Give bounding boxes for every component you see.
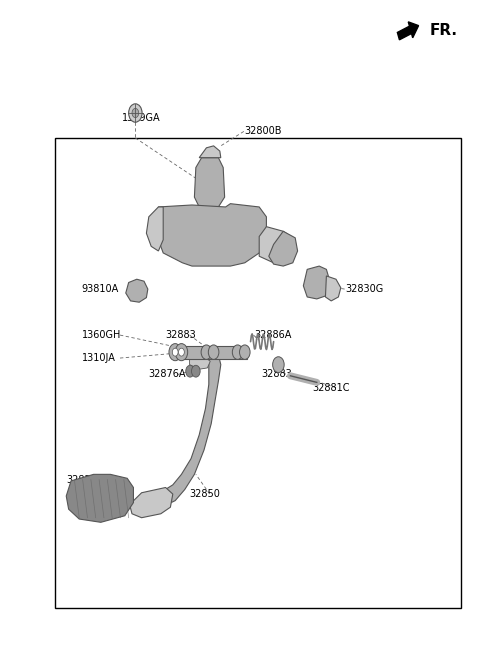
Polygon shape [194,158,225,207]
Text: 32800B: 32800B [245,126,282,137]
Text: 32881C: 32881C [312,382,349,393]
Polygon shape [269,231,298,266]
Circle shape [186,365,194,377]
Polygon shape [259,227,295,263]
Text: 32883: 32883 [166,330,196,340]
Circle shape [192,365,200,377]
Circle shape [273,357,284,373]
Circle shape [240,345,250,359]
Polygon shape [190,356,210,369]
Circle shape [201,345,212,359]
Text: 32830G: 32830G [346,284,384,294]
Circle shape [172,348,178,356]
Polygon shape [126,279,148,302]
Text: 32850: 32850 [190,489,220,499]
Text: 1339GA: 1339GA [122,113,161,124]
Text: 32886A: 32886A [254,330,292,340]
Circle shape [132,108,139,118]
Polygon shape [66,474,133,522]
Text: 1360GH: 1360GH [82,330,121,340]
Text: 1310JA: 1310JA [82,353,116,363]
Circle shape [175,344,188,361]
Text: 32876A: 32876A [149,369,186,380]
Bar [173,346,247,359]
Circle shape [179,348,184,356]
Circle shape [169,344,181,361]
Polygon shape [325,276,341,301]
Text: 32883: 32883 [262,369,292,380]
Text: 93810A: 93810A [82,284,119,294]
Circle shape [232,345,243,359]
Text: 32825: 32825 [66,474,97,485]
Polygon shape [158,204,266,266]
Polygon shape [303,266,330,299]
FancyArrow shape [397,22,419,40]
Circle shape [208,345,219,359]
Text: FR.: FR. [430,23,457,38]
Polygon shape [199,146,221,158]
Bar [55,138,461,608]
Polygon shape [146,207,163,251]
Polygon shape [130,487,173,518]
Circle shape [129,104,142,122]
Polygon shape [158,350,221,505]
